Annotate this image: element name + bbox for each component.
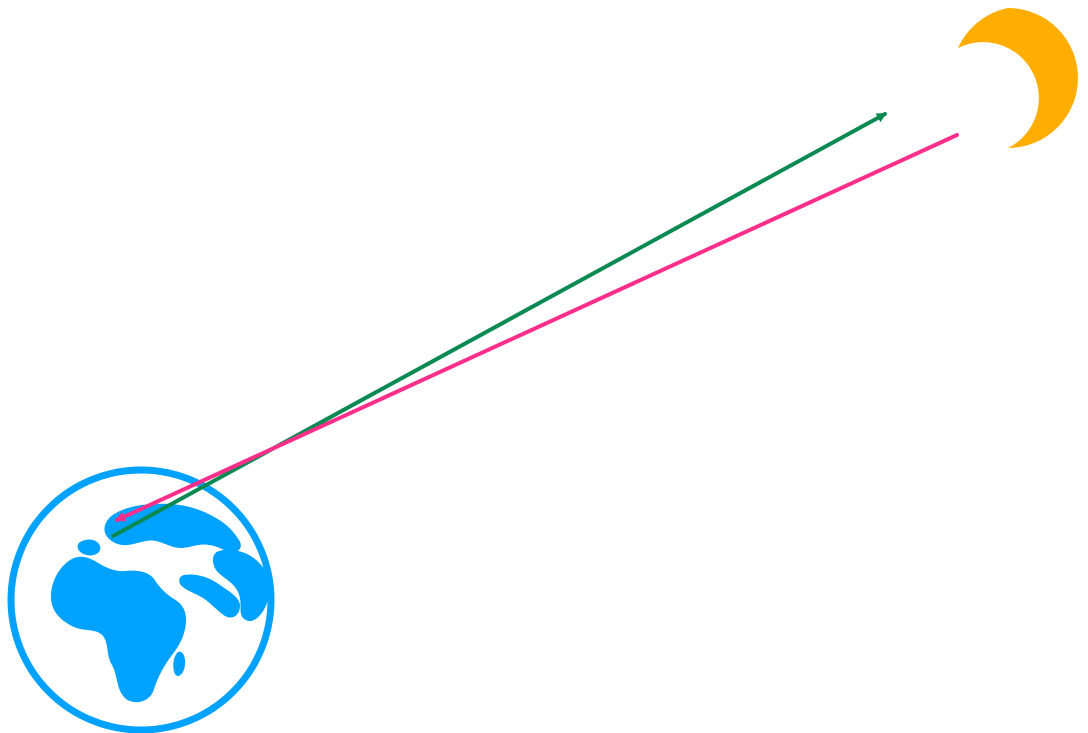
moon-crescent-shape <box>958 8 1078 148</box>
earth-landmass-africa <box>50 556 187 703</box>
earth-landmass-madagascar <box>173 651 186 676</box>
crescent-moon-icon <box>958 8 1078 148</box>
earth-landmass-arabia <box>179 574 241 618</box>
return-arrow <box>115 133 959 522</box>
earth-landmass-europe <box>104 503 241 553</box>
earth-landmass-asia-edge <box>212 549 270 622</box>
earth-globe-icon <box>7 466 275 733</box>
outbound-arrow <box>111 112 887 538</box>
earth-landmass-southern-islands <box>77 539 101 556</box>
